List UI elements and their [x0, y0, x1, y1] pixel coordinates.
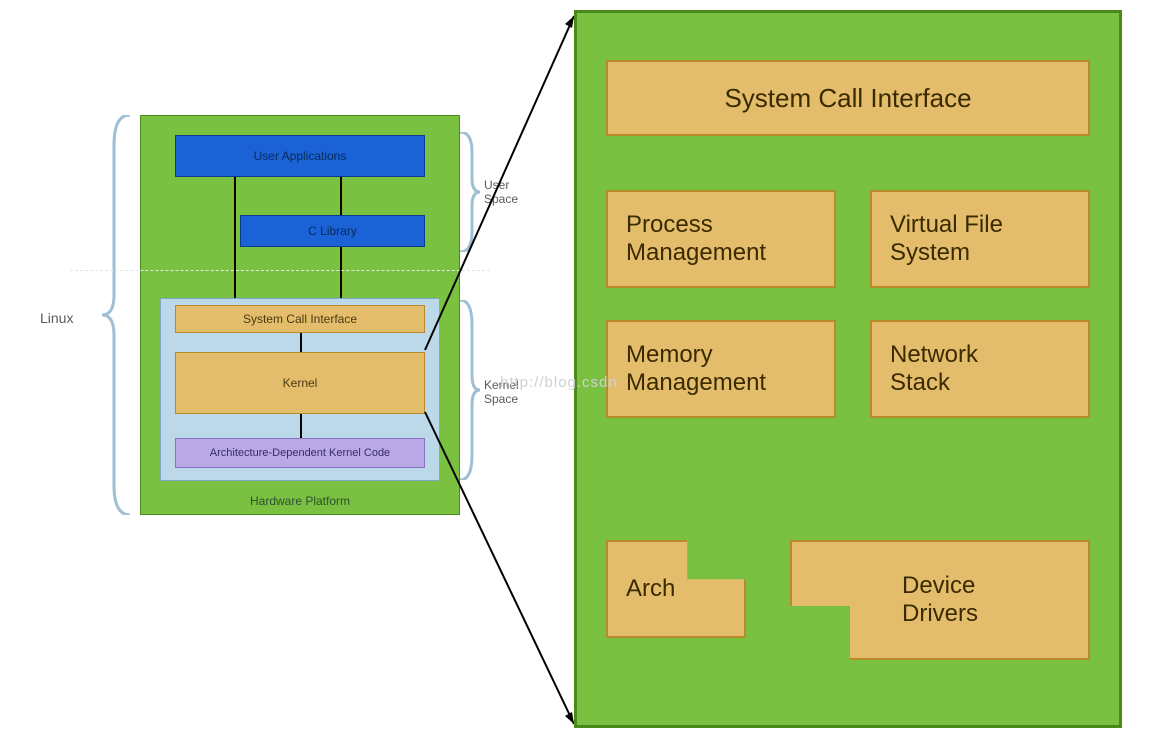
- process-mgmt-label: Process Management: [626, 211, 766, 267]
- process-mgmt-box: Process Management: [606, 190, 836, 288]
- sci-box-right: System Call Interface: [606, 60, 1090, 136]
- kernel-label: Kernel: [283, 376, 318, 390]
- memory-mgmt-label: Memory Management: [626, 341, 766, 397]
- arch-dep-box: Architecture-Dependent Kernel Code: [175, 438, 425, 468]
- linux-label: Linux: [40, 310, 73, 326]
- user-applications-label: User Applications: [254, 149, 347, 163]
- network-stack-label: Network Stack: [890, 341, 978, 397]
- linux-brace-icon: [100, 115, 140, 515]
- network-stack-box: Network Stack: [870, 320, 1090, 418]
- kernel-box: Kernel: [175, 352, 425, 414]
- connector-line: [300, 333, 302, 353]
- user-applications-box: User Applications: [175, 135, 425, 177]
- c-library-box: C Library: [240, 215, 425, 247]
- connector-line: [340, 247, 342, 305]
- arch-label: Arch: [626, 575, 675, 603]
- kernel-space-label: Kernel Space: [484, 378, 519, 406]
- hardware-platform-label: Hardware Platform: [141, 494, 459, 514]
- user-space-brace-icon: [460, 132, 482, 252]
- sci-box-left: System Call Interface: [175, 305, 425, 333]
- connector-line: [340, 177, 342, 215]
- sci-label-right: System Call Interface: [724, 83, 971, 114]
- kernel-space-brace-icon: [460, 300, 482, 480]
- vfs-box: Virtual File System: [870, 190, 1090, 288]
- arch-dep-label: Architecture-Dependent Kernel Code: [210, 447, 390, 459]
- space-divider: [70, 270, 490, 271]
- c-library-label: C Library: [308, 224, 357, 238]
- vfs-label: Virtual File System: [890, 211, 1003, 267]
- sci-label-left: System Call Interface: [243, 312, 357, 326]
- connector-line: [234, 177, 236, 305]
- user-space-label: User Space: [484, 178, 518, 206]
- diagram-canvas: { "colors": { "green_bg": "#7ac142", "gr…: [0, 0, 1152, 741]
- memory-mgmt-box: Memory Management: [606, 320, 836, 418]
- connector-line: [300, 414, 302, 438]
- device-drivers-label: Device Drivers: [902, 572, 978, 628]
